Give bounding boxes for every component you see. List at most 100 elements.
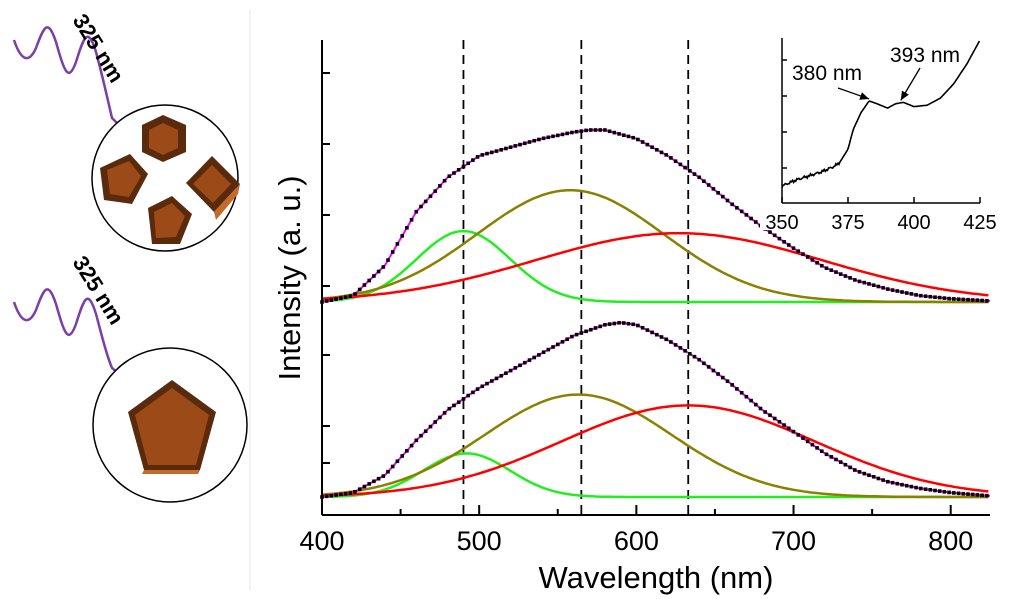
- data-point: [768, 230, 772, 234]
- inset-annotations: 380 nm 393 nm: [792, 44, 960, 101]
- data-point: [452, 403, 456, 408]
- data-point: [452, 171, 456, 175]
- data-point: [423, 199, 428, 204]
- data-point: [362, 283, 367, 287]
- data-point: [692, 354, 697, 359]
- data-point: [966, 297, 970, 302]
- data-point: [626, 321, 631, 326]
- fit-component-line: [321, 229, 989, 304]
- data-point: [890, 288, 895, 292]
- data-point: [853, 278, 857, 282]
- data-point: [442, 411, 447, 415]
- data-point: [862, 471, 867, 476]
- data-point: [504, 146, 508, 151]
- data-point: [923, 294, 928, 298]
- data-point: [782, 240, 786, 244]
- data-point: [730, 383, 734, 387]
- data-point: [593, 326, 598, 330]
- data-point: [579, 129, 584, 133]
- data-point: [834, 270, 838, 274]
- data-point: [537, 137, 541, 142]
- data-point: [348, 491, 353, 495]
- data-point: [721, 194, 725, 199]
- data-point: [669, 156, 673, 160]
- data-point: [966, 492, 970, 496]
- data-point: [876, 476, 881, 481]
- inset-x-tick-label: 350: [765, 212, 798, 234]
- data-point: [329, 493, 334, 498]
- data-point: [494, 149, 499, 153]
- data-point: [395, 459, 400, 463]
- data-point: [527, 140, 532, 144]
- data-point: [655, 332, 659, 337]
- data-point: [871, 475, 876, 479]
- data-point: [744, 394, 749, 399]
- data-point: [702, 361, 706, 366]
- data-point: [763, 410, 767, 414]
- inset-x-tick-label: 375: [831, 212, 864, 234]
- data-point: [867, 282, 871, 286]
- data-point: [956, 491, 961, 496]
- data-point: [843, 274, 848, 278]
- data-point: [532, 138, 536, 143]
- data-point: [970, 492, 975, 497]
- data-point: [324, 494, 329, 499]
- data-point: [739, 391, 744, 395]
- data-point: [881, 478, 885, 482]
- data-point: [829, 455, 834, 459]
- data-point: [556, 342, 560, 347]
- data-point: [838, 272, 843, 276]
- data-point: [716, 191, 720, 195]
- data-point: [655, 148, 659, 152]
- data-point: [688, 169, 692, 173]
- x-tick-label: 800: [928, 526, 973, 556]
- inset-series-group: [781, 40, 981, 188]
- data-point: [400, 234, 404, 238]
- main-chart: 400 500 600 700 800 Wavelength (nm) Intensit…: [272, 40, 991, 595]
- data-point: [631, 135, 635, 140]
- data-point: [490, 379, 494, 383]
- data-point: [584, 329, 588, 334]
- data-point: [471, 158, 475, 162]
- data-point: [584, 128, 588, 133]
- data-point: [617, 321, 621, 325]
- inset-chart: 350 375 400 425 380 nm 393 nm: [760, 30, 997, 234]
- data-point: [716, 372, 720, 376]
- data-point: [523, 360, 527, 365]
- data-point: [438, 415, 442, 420]
- data-point: [659, 150, 664, 155]
- data-point: [843, 462, 848, 467]
- data-point: [570, 334, 574, 339]
- data-point: [438, 184, 442, 188]
- data-point: [612, 130, 617, 135]
- data-point: [664, 337, 668, 342]
- data-point: [513, 144, 518, 148]
- data-point: [952, 491, 956, 495]
- pentagonal-particle-icon: [148, 196, 192, 244]
- data-point: [702, 179, 706, 183]
- data-point: [523, 141, 527, 146]
- data-point: [353, 490, 357, 494]
- data-point: [386, 469, 390, 474]
- reference-lines: [462, 40, 690, 515]
- data-point: [357, 487, 362, 491]
- data-point: [952, 297, 956, 301]
- data-point: [565, 337, 569, 341]
- data-point: [772, 416, 777, 421]
- data-point: [961, 297, 966, 302]
- data-point: [895, 289, 900, 293]
- data-point: [551, 345, 555, 349]
- fit-component-line: [322, 452, 989, 499]
- data-point: [749, 398, 753, 403]
- data-point: [357, 287, 362, 292]
- data-point: [801, 252, 805, 256]
- data-point: [390, 464, 395, 469]
- data-point: [688, 352, 692, 356]
- fit-component-line: [321, 231, 989, 301]
- data-point: [640, 140, 645, 144]
- data-point: [560, 340, 565, 344]
- data-point: [405, 226, 409, 230]
- data-point: [518, 363, 522, 368]
- data-point: [339, 492, 343, 497]
